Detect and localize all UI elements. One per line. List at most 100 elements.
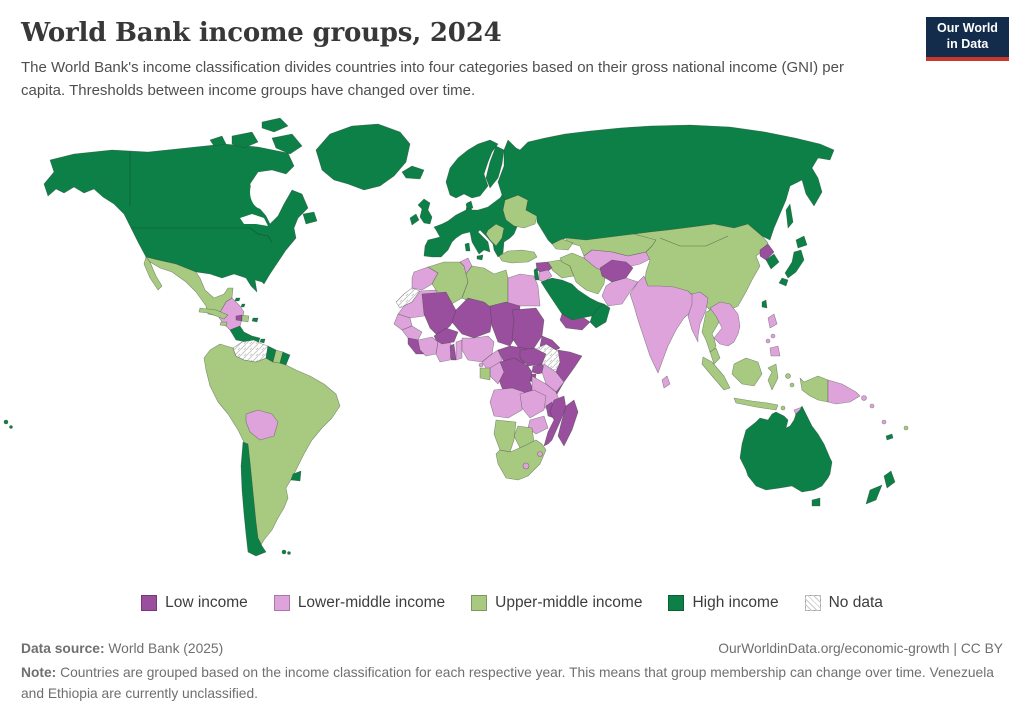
country-costa-rica-panama[interactable] <box>229 325 261 345</box>
country-south-africa[interactable] <box>495 439 547 481</box>
country-india[interactable] <box>629 275 699 374</box>
country-arctic-island[interactable] <box>209 135 227 147</box>
country-haiti[interactable] <box>235 314 243 322</box>
country-australia[interactable] <box>739 405 833 493</box>
country-indonesia-java[interactable] <box>733 397 779 411</box>
country-equatorial-guinea[interactable] <box>478 362 484 368</box>
region-caucasus[interactable] <box>551 238 574 251</box>
country-niger[interactable] <box>451 297 495 339</box>
country-bahamas-2[interactable] <box>240 303 246 308</box>
country-guinea[interactable] <box>401 325 423 341</box>
country-malaysia[interactable] <box>709 347 721 365</box>
country-hawaii[interactable] <box>3 419 9 425</box>
country-french-guiana[interactable] <box>279 351 291 366</box>
country-tasmania[interactable] <box>811 497 821 507</box>
country-norway-sweden[interactable] <box>445 139 499 199</box>
country-new-zealand-north[interactable] <box>883 470 896 489</box>
country-togo[interactable] <box>449 343 457 361</box>
country-jordan[interactable] <box>538 269 553 283</box>
country-sudan[interactable] <box>511 307 545 351</box>
country-dominican-republic[interactable] <box>241 314 250 323</box>
region-western-balkans[interactable] <box>485 223 505 247</box>
country-ireland[interactable] <box>409 213 420 226</box>
country-vanuatu[interactable] <box>881 419 887 425</box>
country-new-britain[interactable] <box>861 395 867 401</box>
country-papua-new-guinea[interactable] <box>827 379 861 405</box>
country-eswatini[interactable] <box>537 451 543 457</box>
country-iran[interactable] <box>559 252 607 295</box>
country-sardinia[interactable] <box>464 242 471 252</box>
country-baffin-island[interactable] <box>271 133 303 155</box>
legend-item-high-income[interactable]: High income <box>668 594 779 612</box>
country-sakhalin[interactable] <box>785 203 794 229</box>
country-lesotho[interactable] <box>522 462 530 470</box>
country-philippines-luzon[interactable] <box>767 313 778 329</box>
country-myanmar[interactable] <box>687 291 709 343</box>
country-philippines-visayas[interactable] <box>770 333 776 339</box>
country-taiwan[interactable] <box>761 299 768 309</box>
region-south-america-upper-middle[interactable] <box>203 343 341 551</box>
country-turkey[interactable] <box>498 249 538 264</box>
country-falklands-2[interactable] <box>287 551 291 555</box>
country-indonesia-sumatra[interactable] <box>701 356 731 391</box>
country-oman[interactable] <box>589 303 611 329</box>
country-new-zealand-south[interactable] <box>865 484 883 505</box>
country-falklands[interactable] <box>281 549 287 555</box>
legend-item-lower-middle-income[interactable]: Lower-middle income <box>273 594 445 612</box>
country-egypt[interactable] <box>507 273 541 307</box>
country-bali[interactable] <box>780 405 786 411</box>
country-uruguay[interactable] <box>290 470 302 482</box>
country-gabon[interactable] <box>479 367 491 381</box>
country-sicily[interactable] <box>476 254 484 261</box>
country-angola[interactable] <box>489 387 525 419</box>
country-japan-hokkaido[interactable] <box>795 235 808 249</box>
country-greenland[interactable] <box>315 123 411 191</box>
country-united-states-canada-alaska[interactable] <box>43 143 309 293</box>
country-afghanistan[interactable] <box>599 259 634 283</box>
country-denmark[interactable] <box>465 200 474 210</box>
country-burkina-faso[interactable] <box>433 327 459 345</box>
country-victoria-island[interactable] <box>231 131 259 149</box>
country-zambia[interactable] <box>519 389 547 419</box>
country-yemen[interactable] <box>559 313 591 331</box>
country-russia[interactable] <box>497 124 835 245</box>
country-solomon-islands[interactable] <box>869 403 875 409</box>
country-japan-honshu[interactable] <box>784 249 805 279</box>
country-pakistan[interactable] <box>601 277 639 307</box>
country-japan-kyushu[interactable] <box>778 277 789 287</box>
country-bahamas[interactable] <box>234 297 241 302</box>
country-united-kingdom[interactable] <box>417 198 433 225</box>
country-philippines-mindanao[interactable] <box>769 345 781 357</box>
legend-item-upper-middle-income[interactable]: Upper-middle income <box>471 594 642 612</box>
country-north-korea[interactable] <box>759 243 775 261</box>
country-ellesmere-island[interactable] <box>261 117 289 133</box>
country-new-caledonia[interactable] <box>885 433 894 441</box>
country-bolivia[interactable] <box>245 409 279 441</box>
country-moluccas-2[interactable] <box>789 382 795 388</box>
country-south-korea[interactable] <box>765 253 780 270</box>
country-cuba[interactable] <box>198 307 229 320</box>
country-iceland[interactable] <box>401 165 425 180</box>
country-trinidad[interactable] <box>259 338 266 344</box>
country-jamaica[interactable] <box>219 321 228 327</box>
country-indonesia-papua[interactable] <box>799 375 829 403</box>
country-moluccas[interactable] <box>785 373 791 379</box>
owid-url-link[interactable]: OurWorldinData.org/economic-growth | CC … <box>718 641 1003 656</box>
region-laos-vietnam-cambodia[interactable] <box>709 301 741 347</box>
country-puerto-rico[interactable] <box>251 317 259 323</box>
country-chile[interactable] <box>240 441 267 557</box>
country-finland[interactable] <box>485 145 505 189</box>
country-fiji[interactable] <box>903 425 909 431</box>
country-china-mongolia[interactable] <box>633 223 769 313</box>
country-madagascar[interactable] <box>557 399 579 447</box>
country-hawaii-2[interactable] <box>9 425 13 429</box>
legend-item-low-income[interactable]: Low income <box>141 594 248 612</box>
country-philippines-visayas-2[interactable] <box>765 338 771 344</box>
country-borneo[interactable] <box>731 357 763 387</box>
owid-logo[interactable]: Our World in Data <box>926 17 1009 61</box>
legend-item-no-data[interactable]: No data <box>804 594 883 612</box>
country-benin[interactable] <box>455 339 463 361</box>
country-namibia[interactable] <box>493 419 517 453</box>
country-sulawesi[interactable] <box>767 363 779 391</box>
country-mozambique[interactable] <box>543 395 567 447</box>
